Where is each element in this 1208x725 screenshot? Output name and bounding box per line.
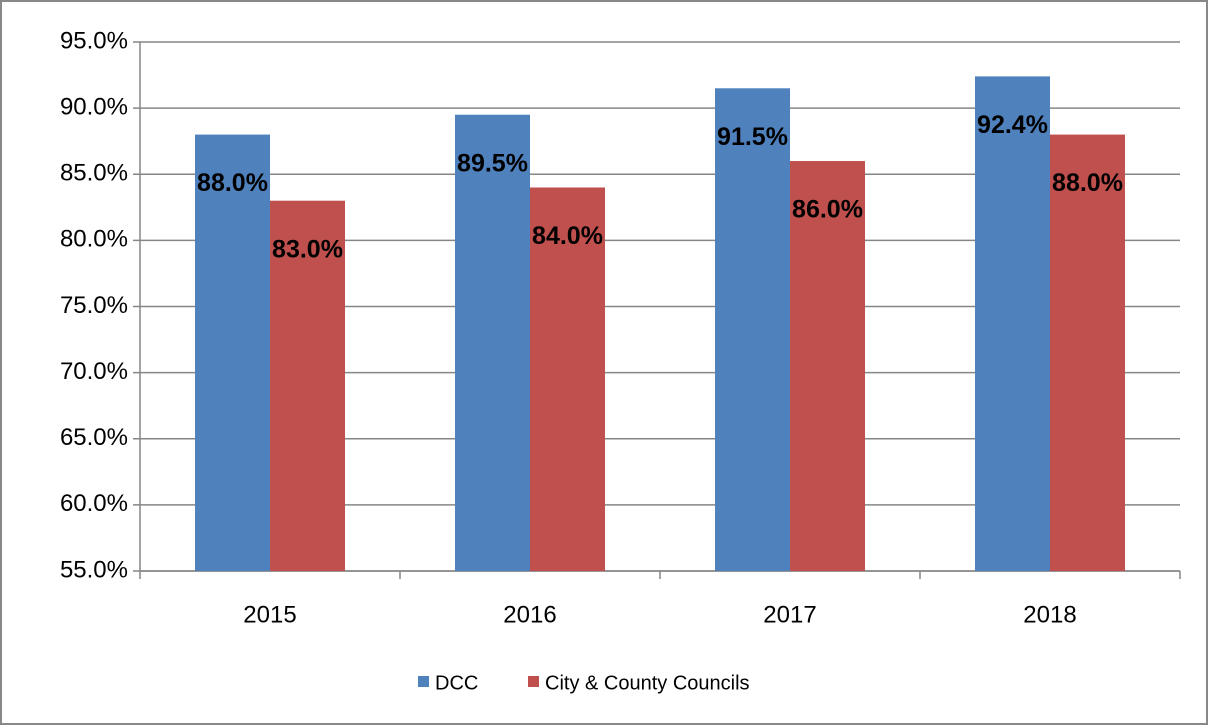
y-tick-label: 75.0% xyxy=(60,292,128,319)
bar xyxy=(530,187,605,571)
value-label: 88.0% xyxy=(1052,169,1123,197)
bar xyxy=(195,134,270,571)
value-label: 92.4% xyxy=(977,111,1048,139)
value-label: 86.0% xyxy=(792,196,863,224)
value-label: 89.5% xyxy=(457,149,528,177)
x-tick-label: 2015 xyxy=(243,601,296,628)
legend-label: City & County Councils xyxy=(545,672,750,694)
bar xyxy=(790,161,865,571)
x-tick-label: 2017 xyxy=(763,601,816,628)
y-tick-label: 80.0% xyxy=(60,226,128,253)
bar xyxy=(975,76,1050,571)
value-label: 84.0% xyxy=(532,222,603,250)
x-tick-label: 2016 xyxy=(503,601,556,628)
bar xyxy=(715,88,790,571)
y-tick-label: 85.0% xyxy=(60,160,128,187)
y-tick-label: 90.0% xyxy=(60,93,128,120)
value-label: 91.5% xyxy=(717,123,788,151)
bar xyxy=(270,200,345,571)
y-tick-label: 60.0% xyxy=(60,490,128,517)
value-label: 88.0% xyxy=(197,169,268,197)
y-tick-label: 55.0% xyxy=(60,556,128,583)
y-tick-label: 70.0% xyxy=(60,358,128,385)
y-tick-label: 95.0% xyxy=(60,27,128,54)
value-label: 83.0% xyxy=(272,235,343,263)
y-tick-label: 65.0% xyxy=(60,424,128,451)
bar xyxy=(1050,134,1125,571)
legend-swatch xyxy=(528,676,539,687)
x-tick-label: 2018 xyxy=(1023,601,1076,628)
legend-label: DCC xyxy=(435,672,478,694)
bar xyxy=(455,114,530,572)
legend-swatch xyxy=(418,676,429,687)
